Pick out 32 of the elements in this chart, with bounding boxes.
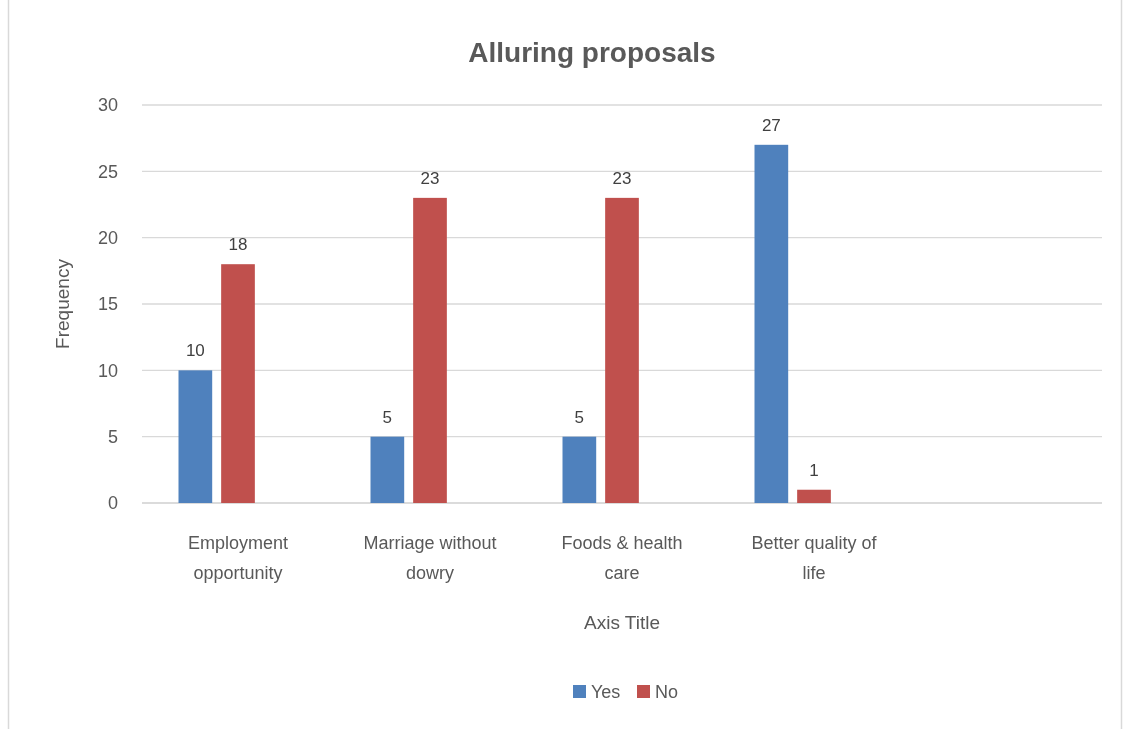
data-label: 23 [420, 168, 440, 188]
x-tick-label: Foods & health care [561, 533, 683, 584]
bar [754, 144, 789, 503]
y-tick-label: 10 [97, 360, 118, 381]
legend-label: Yes [591, 682, 621, 703]
y-tick-label: 20 [97, 227, 118, 248]
x-tick-label: Employment opportunity [187, 533, 289, 584]
data-label: 23 [612, 168, 632, 188]
bar [413, 197, 447, 503]
bar [178, 370, 213, 503]
bar [605, 197, 639, 503]
x-tick-label: Marriage without dowry [363, 533, 497, 584]
y-tick-label: 15 [97, 294, 118, 315]
chart-title: Alluring proposals [468, 37, 716, 68]
data-label: 5 [574, 407, 585, 427]
data-label: 10 [185, 341, 205, 361]
bar [221, 264, 255, 503]
data-label: 27 [761, 115, 781, 135]
data-label: 1 [809, 460, 819, 480]
y-axis-title: Frequency [51, 258, 73, 349]
x-tick-label: Better quality of life [751, 533, 878, 584]
legend-label: No [655, 682, 679, 703]
bar [562, 436, 597, 503]
data-label: 18 [228, 235, 248, 255]
y-tick-label: 0 [107, 493, 118, 514]
bar [797, 489, 831, 503]
y-tick-label: 30 [97, 95, 118, 116]
data-label: 5 [382, 407, 393, 427]
bar [370, 436, 405, 503]
y-tick-label: 5 [107, 426, 118, 447]
y-tick-label: 25 [97, 161, 118, 182]
x-axis-title: Axis Title [583, 611, 661, 633]
